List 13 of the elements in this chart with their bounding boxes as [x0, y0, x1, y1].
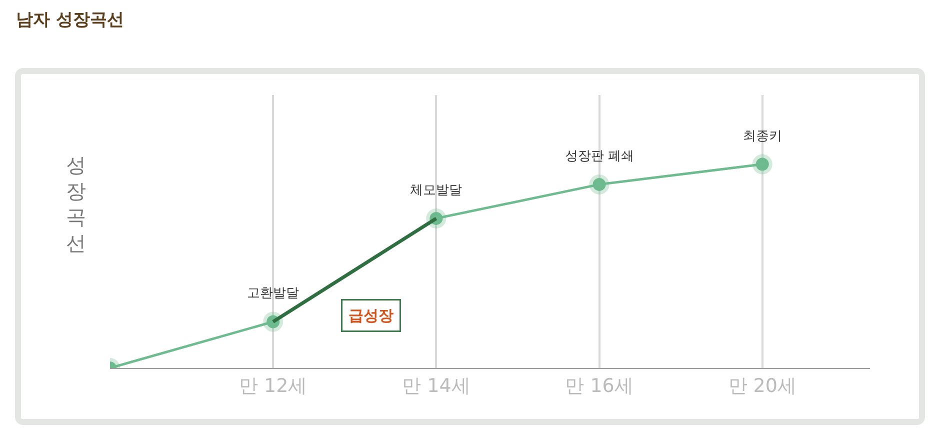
annotation: 최종키 [743, 129, 782, 144]
y-axis-title: 성장곡선 [66, 153, 86, 255]
annotation: 고환발달 [247, 286, 299, 301]
annotation: 체모발달 [410, 183, 462, 198]
annotation: 성장판 폐쇄 [565, 149, 634, 164]
x-tick-label: 만 14세 [402, 374, 470, 397]
x-tick-label: 만 12세 [238, 374, 308, 397]
annotation: 급성장 [348, 306, 394, 324]
point [752, 154, 772, 174]
x-tick-label: 만 20세 [728, 374, 796, 397]
x-tick-label: 만 16세 [565, 374, 634, 397]
point [589, 174, 610, 194]
chart-title: 남자 성장곡선 [16, 9, 124, 31]
